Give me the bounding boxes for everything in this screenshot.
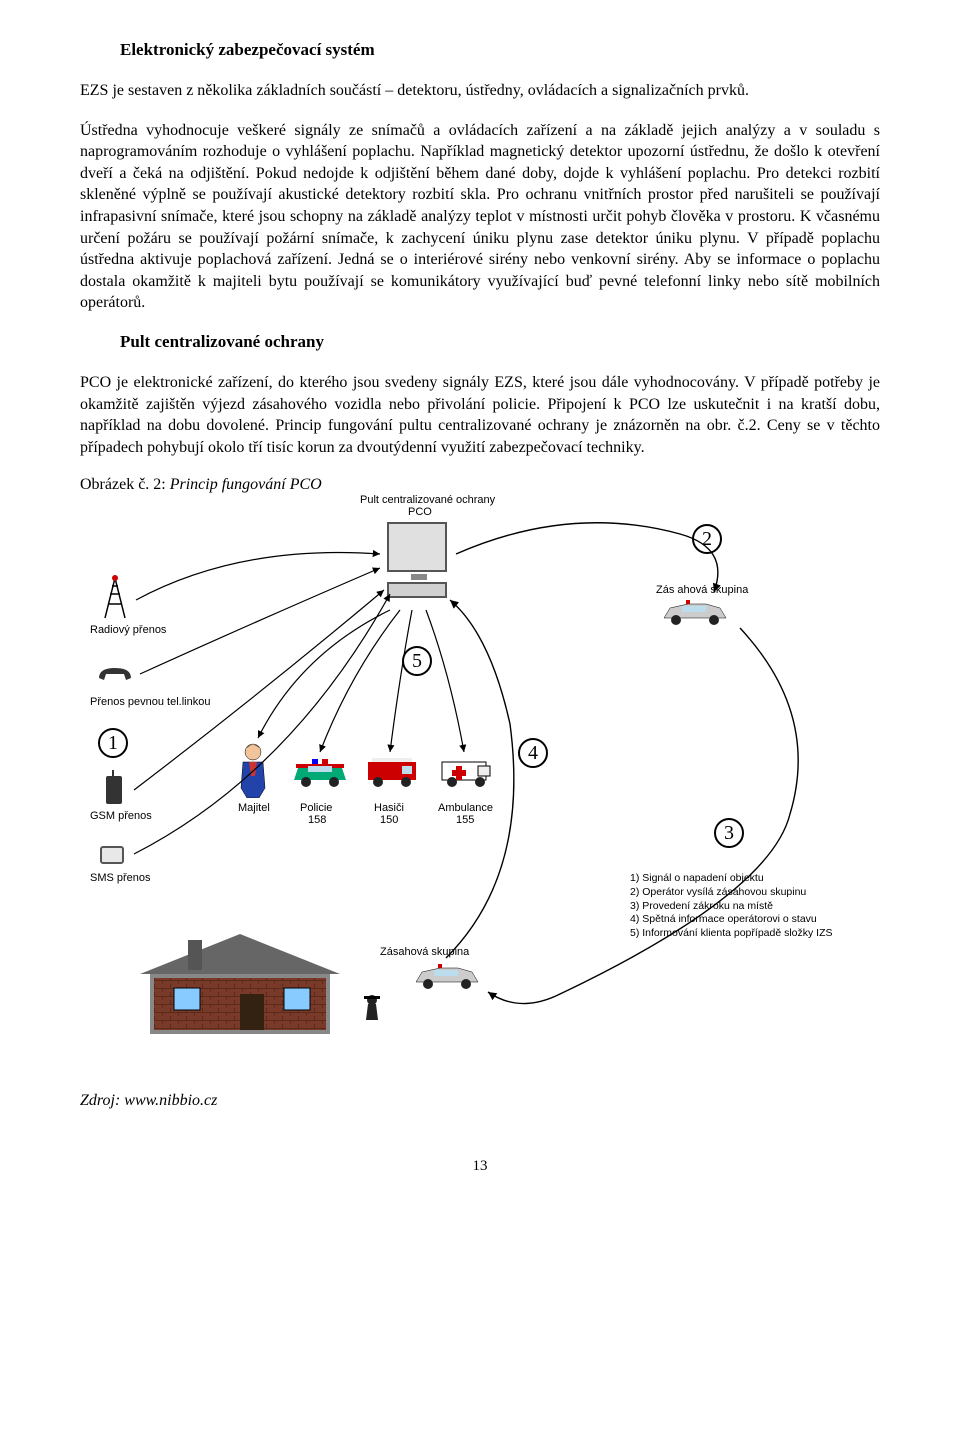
gsm-icon [106,776,122,804]
label-gsm: GSM přenos [90,810,152,822]
heading-ezs: Elektronický zabezpečovací systém [120,40,880,60]
diagram-title-2: PCO [408,506,432,518]
label-zasah-top: Zás ahová skupina [656,584,748,596]
legend-line-2: 2) Operátor vysílá zásahovou skupinu [630,886,860,900]
computer-monitor-icon [387,522,447,572]
label-sms: SMS přenos [90,872,151,884]
intruder-icon [360,994,384,1024]
legend-line-3: 3) Provedení zákroku na místě [630,900,860,914]
label-zasah-bottom: Zásahová skupina [380,946,469,958]
legend-line-4: 4) Spětná informace operátorovi o stavu [630,913,860,927]
ambulance-icon [438,756,494,792]
caption-text: Princip fungování PCO [170,476,322,493]
caption-label: Obrázek č. 2: [80,476,170,493]
pco-diagram: Pult centralizované ochrany PCO Radiový … [90,494,870,1074]
response-car-top-icon [660,600,730,630]
owner-icon [235,742,271,798]
label-hasici-num: 150 [380,814,398,826]
label-majitel: Majitel [238,802,270,814]
legend-line-1: 1) Signál o napadení objektu [630,872,860,886]
police-car-icon [292,756,348,792]
circle-2: 2 [692,524,722,554]
diagram-legend: 1) Signál o napadení objektu 2) Operátor… [630,872,860,940]
label-policie: Policie [300,802,332,814]
diagram-title-1: Pult centralizované ochrany [360,494,495,506]
radio-tower-icon [100,574,130,620]
heading-pco: Pult centralizované ochrany [120,332,880,352]
response-car-bottom-icon [412,964,482,994]
label-tel: Přenos pevnou tel.linkou [90,696,210,708]
label-ambulance-num: 155 [456,814,474,826]
paragraph-2: Ústředna vyhodnocuje veškeré signály ze … [80,120,880,314]
sms-icon [100,846,124,864]
legend-line-5: 5) Informování klienta popřípadě složky … [630,927,860,941]
house-icon [130,924,350,1044]
paragraph-1: EZS je sestaven z několika základních so… [80,80,880,102]
document-page: Elektronický zabezpečovací systém EZS je… [0,0,960,1195]
figure-source: Zdroj: www.nibbio.cz [80,1092,880,1110]
circle-4: 4 [518,738,548,768]
label-radio: Radiový přenos [90,624,166,636]
circle-3: 3 [714,818,744,848]
label-ambulance: Ambulance [438,802,493,814]
paragraph-3: PCO je elektronické zařízení, do kterého… [80,372,880,458]
label-hasici: Hasiči [374,802,404,814]
circle-5: 5 [402,646,432,676]
phone-icon [96,662,134,688]
circle-1: 1 [98,728,128,758]
computer-cpu-icon [387,582,447,598]
fire-truck-icon [364,756,420,792]
label-policie-num: 158 [308,814,326,826]
page-number: 13 [80,1158,880,1175]
figure-caption: Obrázek č. 2: Princip fungování PCO [80,476,880,494]
